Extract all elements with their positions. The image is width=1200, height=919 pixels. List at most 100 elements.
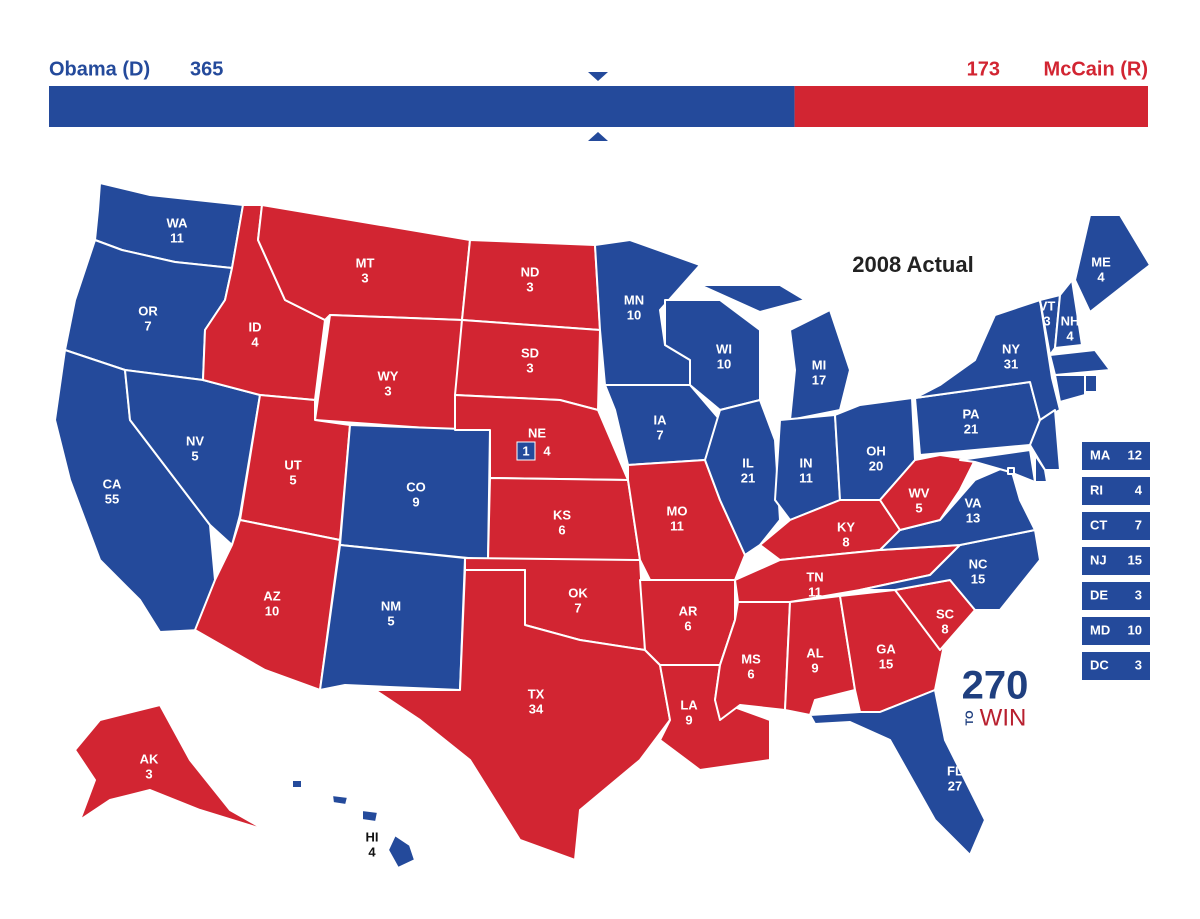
- state-abbr: GA: [876, 641, 896, 656]
- split-votes: 1: [522, 443, 529, 458]
- state-abbr: OK: [568, 585, 588, 600]
- state: [1049, 349, 1111, 376]
- state: [1074, 214, 1151, 313]
- state-abbr: MN: [624, 292, 644, 307]
- small-state-box: [1082, 512, 1150, 540]
- state-votes: 7: [144, 318, 151, 333]
- state: [331, 794, 349, 806]
- state-votes: 4: [543, 443, 551, 458]
- state-abbr: IA: [654, 412, 668, 427]
- state-abbr: AK: [140, 751, 159, 766]
- state-votes: 9: [685, 712, 692, 727]
- small-state-abbr: NJ: [1090, 552, 1107, 567]
- small-state-votes: 15: [1128, 552, 1142, 567]
- state-votes: 34: [529, 701, 544, 716]
- state: [789, 309, 851, 421]
- state-abbr: KY: [837, 519, 855, 534]
- state-abbr: NV: [186, 433, 204, 448]
- rep-votes: 173: [967, 58, 1000, 80]
- state-abbr: CA: [103, 476, 122, 491]
- state-abbr: HI: [366, 829, 379, 844]
- state-votes: 15: [879, 656, 893, 671]
- state-abbr: WY: [378, 368, 399, 383]
- map-title: 2008 Actual: [852, 252, 973, 277]
- state: [1029, 409, 1061, 471]
- state-votes: 17: [812, 372, 826, 387]
- state-votes: 9: [811, 660, 818, 675]
- marker-top: [588, 72, 608, 81]
- dem-bar: [49, 86, 795, 127]
- small-state-box: [1082, 617, 1150, 645]
- state-votes: 20: [869, 458, 883, 473]
- state-abbr: IL: [742, 455, 754, 470]
- state-votes: 31: [1004, 356, 1018, 371]
- state-abbr: FL: [947, 763, 963, 778]
- state-votes: 6: [558, 522, 565, 537]
- state-votes: 11: [670, 518, 684, 533]
- state-abbr: UT: [284, 457, 301, 472]
- state-votes: 13: [966, 510, 980, 525]
- state-votes: 10: [627, 307, 641, 322]
- state-votes: 9: [412, 494, 419, 509]
- logo-small: TO: [964, 710, 976, 726]
- small-state-votes: 4: [1135, 482, 1143, 497]
- small-state-votes: 10: [1128, 622, 1142, 637]
- state-votes: 3: [361, 270, 368, 285]
- dem-label: Obama (D): [49, 58, 150, 80]
- small-state-box: [1082, 477, 1150, 505]
- state: [1007, 467, 1015, 475]
- state-abbr: MT: [356, 255, 375, 270]
- state-abbr: NE: [528, 425, 546, 440]
- state-abbr: NH: [1061, 313, 1080, 328]
- state-votes: 5: [289, 472, 296, 487]
- state: [319, 544, 466, 691]
- state-abbr: PA: [962, 406, 980, 421]
- state: [879, 454, 976, 531]
- state-votes: 3: [384, 383, 391, 398]
- state-abbr: AR: [679, 603, 698, 618]
- state: [809, 689, 986, 856]
- state-votes: 4: [368, 844, 376, 859]
- state: [1084, 374, 1098, 393]
- state-votes: 15: [971, 571, 985, 586]
- state-votes: 3: [526, 279, 533, 294]
- state-votes: 27: [948, 778, 962, 793]
- state-abbr: WV: [909, 485, 930, 500]
- state-votes: 5: [915, 500, 922, 515]
- state: [699, 284, 806, 313]
- state-votes: 21: [964, 421, 978, 436]
- state-abbr: NM: [381, 598, 401, 613]
- state-abbr: WI: [716, 341, 732, 356]
- vote-bar: [49, 86, 1148, 127]
- state-votes: 10: [265, 603, 279, 618]
- state-abbr: AZ: [263, 588, 280, 603]
- state-abbr: SC: [936, 606, 955, 621]
- state-abbr: ID: [249, 319, 262, 334]
- state: [1054, 374, 1086, 403]
- states: [54, 182, 1151, 869]
- marker-bottom: [588, 132, 608, 141]
- state-votes: 3: [145, 766, 152, 781]
- logo-word: WIN: [980, 704, 1027, 731]
- state-votes: 7: [574, 600, 581, 615]
- state-abbr: MO: [667, 503, 688, 518]
- state: [361, 809, 379, 823]
- state: [291, 779, 303, 789]
- state-votes: 55: [105, 491, 119, 506]
- small-state-abbr: MD: [1090, 622, 1110, 637]
- state-abbr: OR: [138, 303, 158, 318]
- state: [374, 569, 671, 861]
- small-state-votes: 7: [1135, 517, 1142, 532]
- small-state-votes: 3: [1135, 657, 1142, 672]
- state-abbr: KS: [553, 507, 571, 522]
- small-state-abbr: DE: [1090, 587, 1108, 602]
- state-votes: 4: [251, 334, 259, 349]
- state-abbr: ND: [521, 264, 540, 279]
- state-abbr: WA: [167, 215, 189, 230]
- state-abbr: ME: [1091, 254, 1111, 269]
- state-abbr: NY: [1002, 341, 1020, 356]
- state-abbr: MI: [812, 357, 826, 372]
- state-votes: 5: [191, 448, 198, 463]
- state-votes: 7: [656, 427, 663, 442]
